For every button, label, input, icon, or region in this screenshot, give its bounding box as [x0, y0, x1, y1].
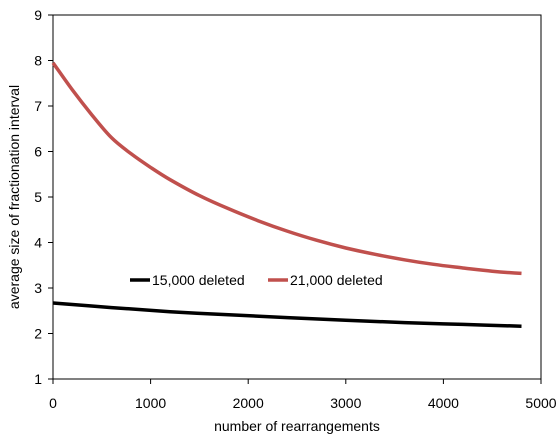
x-tick-label: 5000 — [525, 395, 556, 411]
y-tick-label: 6 — [34, 144, 42, 160]
y-axis: 1 2 3 4 5 6 7 8 9 — [34, 7, 53, 387]
legend: 15,000 deleted 21,000 deleted — [130, 272, 383, 288]
x-axis: 0 1000 2000 3000 4000 5000 — [49, 379, 557, 411]
y-tick-label: 4 — [34, 235, 42, 251]
y-tick-label: 3 — [34, 280, 42, 296]
x-tick-label: 0 — [49, 395, 57, 411]
legend-label-21000-deleted: 21,000 deleted — [290, 272, 383, 288]
y-tick-label: 7 — [34, 98, 42, 114]
x-tick-label: 2000 — [233, 395, 264, 411]
series-line-1 — [51, 61, 522, 276]
y-tick-label: 1 — [34, 371, 42, 387]
y-tick-label: 8 — [34, 53, 42, 69]
series-line-0 — [52, 301, 522, 328]
x-tick-label: 1000 — [135, 395, 166, 411]
legend-label-15000-deleted: 15,000 deleted — [152, 272, 245, 288]
series-layer — [51, 61, 522, 328]
x-tick-label: 4000 — [428, 395, 459, 411]
y-axis-title: average size of fractionation interval — [6, 85, 22, 309]
y-tick-label: 9 — [34, 7, 42, 23]
x-tick-label: 3000 — [330, 395, 361, 411]
x-axis-title: number of rearrangements — [214, 418, 380, 434]
y-tick-label: 5 — [34, 189, 42, 205]
y-tick-label: 2 — [34, 326, 42, 342]
